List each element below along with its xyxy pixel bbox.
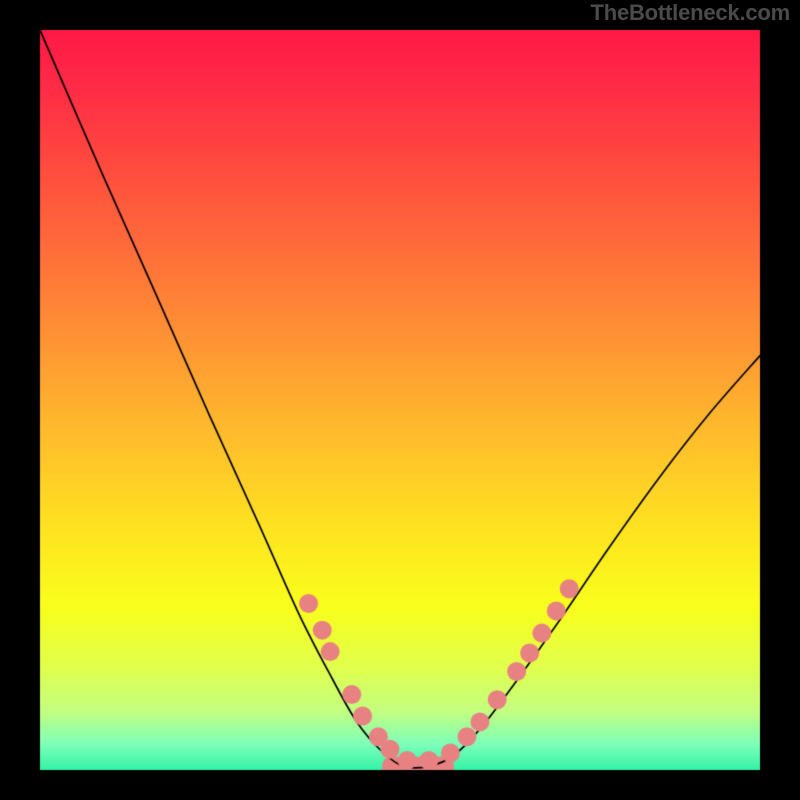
- attribution-text: TheBottleneck.com: [590, 0, 790, 26]
- bottleneck-chart-canvas: [0, 0, 800, 800]
- chart-stage: TheBottleneck.com: [0, 0, 800, 800]
